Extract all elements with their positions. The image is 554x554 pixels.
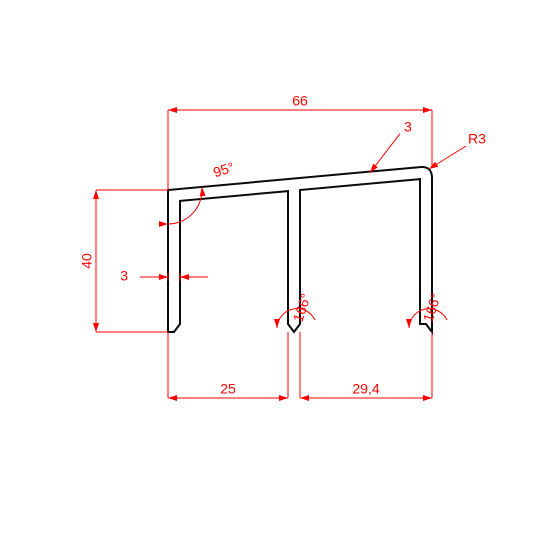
svg-text:95°: 95°	[211, 159, 236, 181]
technical-drawing: 66 40 3 25 29,4 3 R3 95° 166° 166°	[0, 0, 554, 554]
svg-text:40: 40	[79, 253, 95, 269]
svg-text:66: 66	[292, 93, 308, 109]
svg-text:29,4: 29,4	[352, 381, 379, 397]
svg-text:25: 25	[220, 381, 236, 397]
svg-text:3: 3	[404, 118, 412, 134]
svg-text:R3: R3	[468, 131, 486, 147]
svg-text:166°: 166°	[420, 291, 444, 323]
svg-text:166°: 166°	[290, 291, 314, 323]
svg-text:3: 3	[120, 268, 128, 284]
